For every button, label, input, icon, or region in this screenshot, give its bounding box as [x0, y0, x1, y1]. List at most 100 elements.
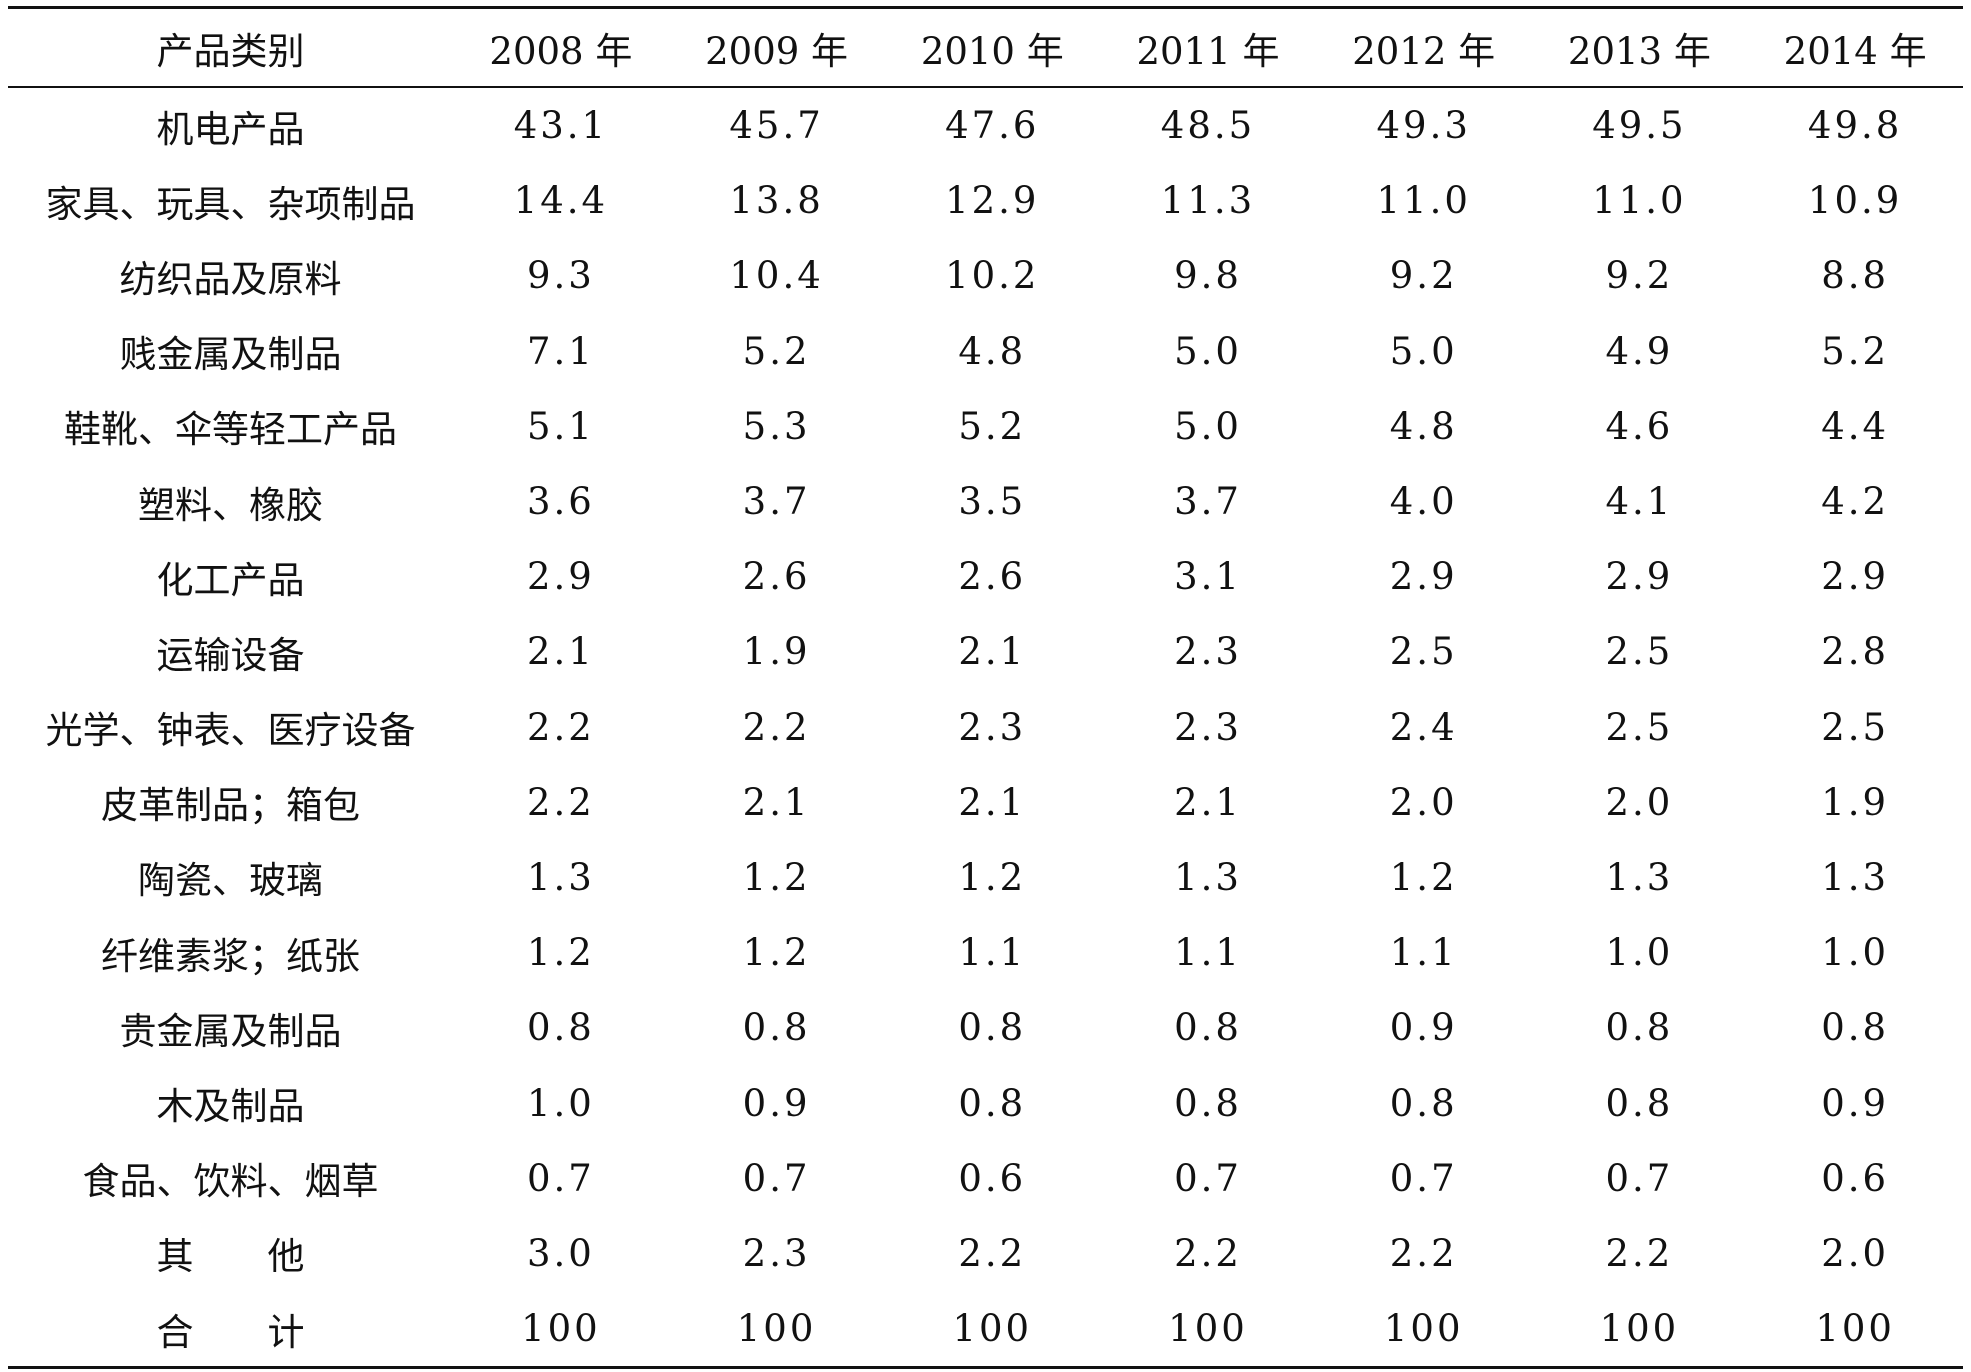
value-cell: 2.5 — [1821, 705, 1890, 749]
value-cell: 2.1 — [1174, 780, 1242, 824]
value-cell: 3.1 — [1174, 555, 1242, 599]
table-row: 鞋靴、伞等轻工产品 5.1 5.3 5.2 5.0 4.8 4.6 4.4 — [8, 389, 1963, 464]
value-cell: 0.9 — [1821, 1081, 1890, 1125]
value-cell: 2.1 — [526, 630, 595, 674]
value-cell: 3.7 — [1174, 480, 1242, 524]
value-cell: 3.0 — [526, 1231, 595, 1275]
value-cell: 0.8 — [958, 1081, 1027, 1125]
value-cell: 2.5 — [1389, 630, 1458, 674]
value-cell: 5.3 — [742, 404, 811, 448]
value-cell: 49.8 — [1807, 104, 1903, 148]
value-cell: 100 — [521, 1307, 601, 1351]
value-cell: 1.2 — [742, 855, 811, 899]
category-cell: 陶瓷、玻璃 — [138, 859, 324, 903]
value-cell: 0.7 — [1605, 1156, 1674, 1200]
value-cell: 4.0 — [1389, 480, 1458, 524]
value-cell: 1.1 — [958, 931, 1027, 975]
table-row: 机电产品 43.1 45.7 47.6 48.5 49.3 49.5 49.8 — [8, 87, 1963, 163]
value-cell: 11.0 — [1376, 179, 1471, 223]
column-header-year: 2010 年 — [884, 7, 1101, 88]
column-header-year: 2011 年 — [1100, 7, 1316, 88]
value-cell: 5.1 — [526, 404, 595, 448]
value-cell: 2.3 — [1174, 630, 1242, 674]
value-cell: 2.0 — [1389, 780, 1458, 824]
value-cell: 5.2 — [958, 404, 1027, 448]
value-cell: 0.8 — [1821, 1006, 1890, 1050]
value-cell: 0.8 — [742, 1006, 811, 1050]
value-cell: 5.0 — [1174, 329, 1242, 373]
value-cell: 0.7 — [526, 1156, 595, 1200]
category-cell: 木及制品 — [156, 1085, 305, 1129]
value-cell: 13.8 — [729, 179, 824, 223]
value-cell: 0.6 — [1821, 1156, 1890, 1200]
value-cell: 49.5 — [1592, 104, 1687, 148]
category-cell: 食品、饮料、烟草 — [82, 1160, 379, 1204]
value-cell: 2.2 — [1174, 1231, 1242, 1275]
value-cell: 1.3 — [1174, 855, 1242, 899]
value-cell: 2.5 — [1605, 705, 1674, 749]
value-cell: 100 — [1815, 1307, 1895, 1351]
value-cell: 9.2 — [1605, 254, 1674, 298]
value-cell: 4.8 — [958, 329, 1027, 373]
value-cell: 12.9 — [945, 179, 1040, 223]
value-cell: 47.6 — [945, 104, 1040, 148]
value-cell: 2.9 — [1605, 555, 1674, 599]
value-cell: 2.2 — [742, 705, 811, 749]
value-cell: 0.7 — [1389, 1156, 1458, 1200]
value-cell: 10.4 — [729, 254, 824, 298]
column-header-year: 2014 年 — [1747, 7, 1963, 88]
category-cell: 机电产品 — [156, 107, 305, 151]
column-header-year: 2012 年 — [1315, 7, 1532, 88]
table-row: 贵金属及制品 0.8 0.8 0.8 0.8 0.9 0.8 0.8 — [8, 990, 1963, 1065]
value-cell: 0.7 — [742, 1156, 811, 1200]
value-cell: 0.7 — [1174, 1156, 1242, 1200]
value-cell: 2.2 — [526, 780, 595, 824]
value-cell: 2.1 — [958, 780, 1027, 824]
value-cell: 1.2 — [958, 855, 1027, 899]
value-cell: 14.4 — [513, 179, 609, 223]
value-cell: 1.2 — [1389, 855, 1458, 899]
value-cell: 1.3 — [526, 855, 595, 899]
value-cell: 2.3 — [1174, 705, 1242, 749]
value-cell: 10.9 — [1807, 179, 1903, 223]
column-header-year: 2013 年 — [1531, 7, 1748, 88]
value-cell: 2.9 — [1389, 555, 1458, 599]
value-cell: 48.5 — [1160, 104, 1256, 148]
value-cell: 1.3 — [1605, 855, 1674, 899]
table-row: 运输设备 2.1 1.9 2.1 2.3 2.5 2.5 2.8 — [8, 614, 1963, 689]
value-cell: 1.9 — [1821, 780, 1890, 824]
category-cell: 鞋靴、伞等轻工产品 — [64, 408, 398, 452]
value-cell: 1.2 — [742, 931, 811, 975]
table-row: 其 他 3.0 2.3 2.2 2.2 2.2 2.2 2.0 — [8, 1216, 1963, 1291]
category-cell: 化工产品 — [156, 558, 305, 602]
value-cell: 3.5 — [958, 480, 1027, 524]
value-cell: 100 — [1168, 1307, 1248, 1351]
value-cell: 8.8 — [1821, 254, 1890, 298]
value-cell: 4.2 — [1821, 480, 1890, 524]
value-cell: 2.2 — [1605, 1231, 1674, 1275]
value-cell: 9.8 — [1174, 254, 1242, 298]
column-header-category: 产品类别 — [8, 7, 454, 88]
table-row: 木及制品 1.0 0.9 0.8 0.8 0.8 0.8 0.9 — [8, 1065, 1963, 1140]
value-cell: 2.9 — [1821, 555, 1890, 599]
value-cell: 0.8 — [1174, 1081, 1242, 1125]
value-cell: 1.9 — [742, 630, 811, 674]
table-row: 贱金属及制品 7.1 5.2 4.8 5.0 5.0 4.9 5.2 — [8, 314, 1963, 389]
value-cell: 1.3 — [1821, 855, 1890, 899]
value-cell: 0.9 — [742, 1081, 811, 1125]
value-cell: 2.2 — [1389, 1231, 1458, 1275]
table-row: 食品、饮料、烟草 0.7 0.7 0.6 0.7 0.7 0.7 0.6 — [8, 1141, 1963, 1216]
value-cell: 3.6 — [526, 480, 595, 524]
value-cell: 2.5 — [1605, 630, 1674, 674]
product-share-table: 产品类别 2008 年 2009 年 2010 年 2011 年 2012 年 2013 年… — [8, 6, 1963, 1370]
category-cell: 皮革制品；箱包 — [101, 784, 361, 828]
value-cell: 2.1 — [742, 780, 811, 824]
category-cell: 合 计 — [156, 1310, 305, 1354]
value-cell: 9.2 — [1389, 254, 1458, 298]
value-cell: 2.6 — [958, 555, 1027, 599]
table-row: 纺织品及原料 9.3 10.4 10.2 9.8 9.2 9.2 8.8 — [8, 238, 1963, 313]
value-cell: 100 — [736, 1307, 817, 1351]
value-cell: 4.8 — [1389, 404, 1458, 448]
value-cell: 5.0 — [1389, 329, 1458, 373]
value-cell: 0.8 — [958, 1006, 1027, 1050]
